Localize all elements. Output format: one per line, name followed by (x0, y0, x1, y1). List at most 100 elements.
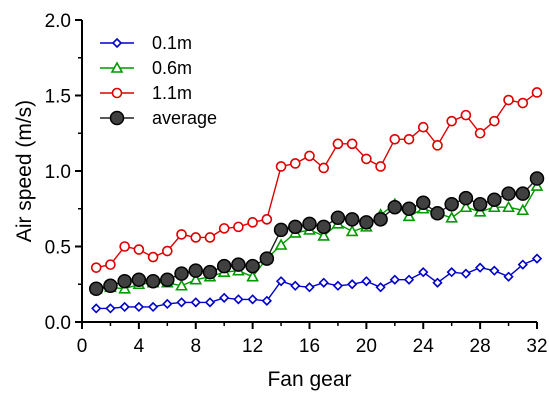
y-tick-label: 2.0 (45, 11, 71, 32)
plot-area (88, 87, 545, 314)
data-point (105, 259, 116, 270)
data-point (202, 264, 218, 280)
data-point (190, 297, 201, 308)
data-point (432, 277, 443, 288)
data-point (330, 210, 346, 226)
data-point (446, 115, 457, 127)
data-point (176, 229, 187, 240)
data-point (233, 221, 244, 233)
y-tick-label: 0.0 (45, 313, 71, 334)
data-point (318, 162, 330, 174)
legend-label: average (152, 108, 217, 128)
legend-marker (109, 110, 125, 126)
data-point (247, 217, 258, 228)
data-point (345, 224, 359, 237)
data-point (189, 273, 203, 285)
legend-label: 0.6m (152, 58, 192, 78)
data-point (302, 216, 317, 232)
data-point (246, 270, 259, 282)
data-point (145, 273, 161, 289)
data-point (261, 214, 273, 225)
data-point (90, 262, 102, 273)
data-point (190, 232, 202, 243)
data-point (290, 280, 301, 291)
data-point (416, 195, 431, 210)
x-tick-label: 12 (242, 336, 263, 357)
x-axis-title: Fan gear (267, 368, 351, 391)
data-point (273, 222, 289, 238)
data-point (502, 200, 515, 213)
data-point (318, 277, 329, 288)
x-tick-label: 4 (134, 336, 145, 357)
data-point (361, 153, 372, 165)
data-point (531, 253, 543, 264)
data-point (316, 219, 331, 235)
data-point (332, 280, 344, 291)
data-point (531, 87, 543, 98)
x-tick-label: 8 (190, 336, 201, 357)
data-point (487, 192, 502, 207)
x-tick-label: 28 (470, 336, 491, 357)
data-point (219, 292, 230, 303)
data-point (474, 262, 486, 273)
data-point (119, 301, 130, 313)
series-1.1m (90, 87, 543, 273)
legend-label: 1.1m (152, 83, 192, 103)
data-point (515, 186, 531, 201)
data-point (133, 301, 145, 313)
data-point (347, 279, 358, 290)
data-point (430, 206, 445, 221)
data-point (460, 109, 472, 121)
data-point (288, 219, 303, 235)
data-point (245, 258, 260, 274)
data-point (401, 201, 417, 216)
data-point (445, 211, 459, 223)
data-point (176, 297, 187, 308)
data-point (304, 282, 315, 293)
data-point (375, 282, 386, 293)
data-point (233, 294, 244, 305)
data-point (216, 258, 232, 274)
data-point (131, 272, 147, 287)
x-tick-label: 16 (299, 336, 320, 357)
data-point (218, 223, 230, 234)
y-tick-label: 1.0 (45, 162, 71, 183)
data-point (304, 150, 315, 162)
legend-marker (110, 61, 124, 73)
data-point (275, 161, 287, 172)
data-point (231, 257, 246, 272)
data-point (387, 199, 403, 215)
data-point (117, 273, 132, 289)
data-point (516, 203, 530, 216)
data-point (517, 97, 529, 109)
legend: 0.1m 0.6m 1.1m average (100, 33, 217, 128)
data-point (133, 244, 145, 255)
legend-label: 0.1m (152, 33, 192, 53)
data-point (317, 229, 331, 241)
data-point (160, 272, 175, 287)
data-point (375, 161, 386, 172)
data-point (503, 94, 514, 106)
data-point (162, 245, 173, 257)
axes: 0.0 0.5 1.0 1.5 2.0 0 4 8 12 16 20 24 28 32 (45, 11, 548, 357)
data-point (88, 281, 104, 297)
data-point (188, 263, 203, 278)
legend-entry: 0.6m (100, 58, 192, 78)
y-tick-label: 1.5 (45, 87, 71, 108)
data-point (417, 121, 429, 133)
data-point (147, 301, 159, 313)
data-point (418, 267, 429, 278)
data-point (105, 303, 116, 314)
data-point (204, 297, 216, 308)
data-point (446, 267, 457, 278)
data-point (529, 171, 545, 186)
data-point (373, 212, 388, 227)
data-point (332, 138, 344, 150)
data-point (346, 138, 358, 150)
data-point (174, 266, 189, 281)
data-point (459, 200, 473, 213)
data-point (289, 158, 301, 169)
legend-entry: average (100, 108, 217, 128)
data-point (403, 133, 415, 145)
legend-entry: 0.1m (100, 33, 192, 53)
